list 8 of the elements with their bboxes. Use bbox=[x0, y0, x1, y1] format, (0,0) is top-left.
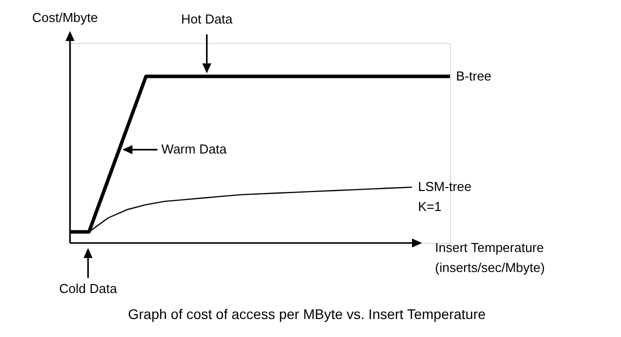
series-label: B-tree bbox=[456, 68, 492, 84]
series-label: LSM-tree K=1 bbox=[418, 179, 472, 214]
text: Hot Data bbox=[181, 11, 234, 26]
text: Cold Data bbox=[59, 281, 118, 296]
text: Graph of cost of access per MByte vs. Insert Temperature bbox=[128, 306, 486, 322]
annotation: Warm Data bbox=[161, 142, 228, 157]
y-axis-title: Cost/Mbyte bbox=[32, 10, 98, 25]
x-axis-title: Insert Temperature (inserts/sec/Mbyte) bbox=[435, 240, 545, 275]
